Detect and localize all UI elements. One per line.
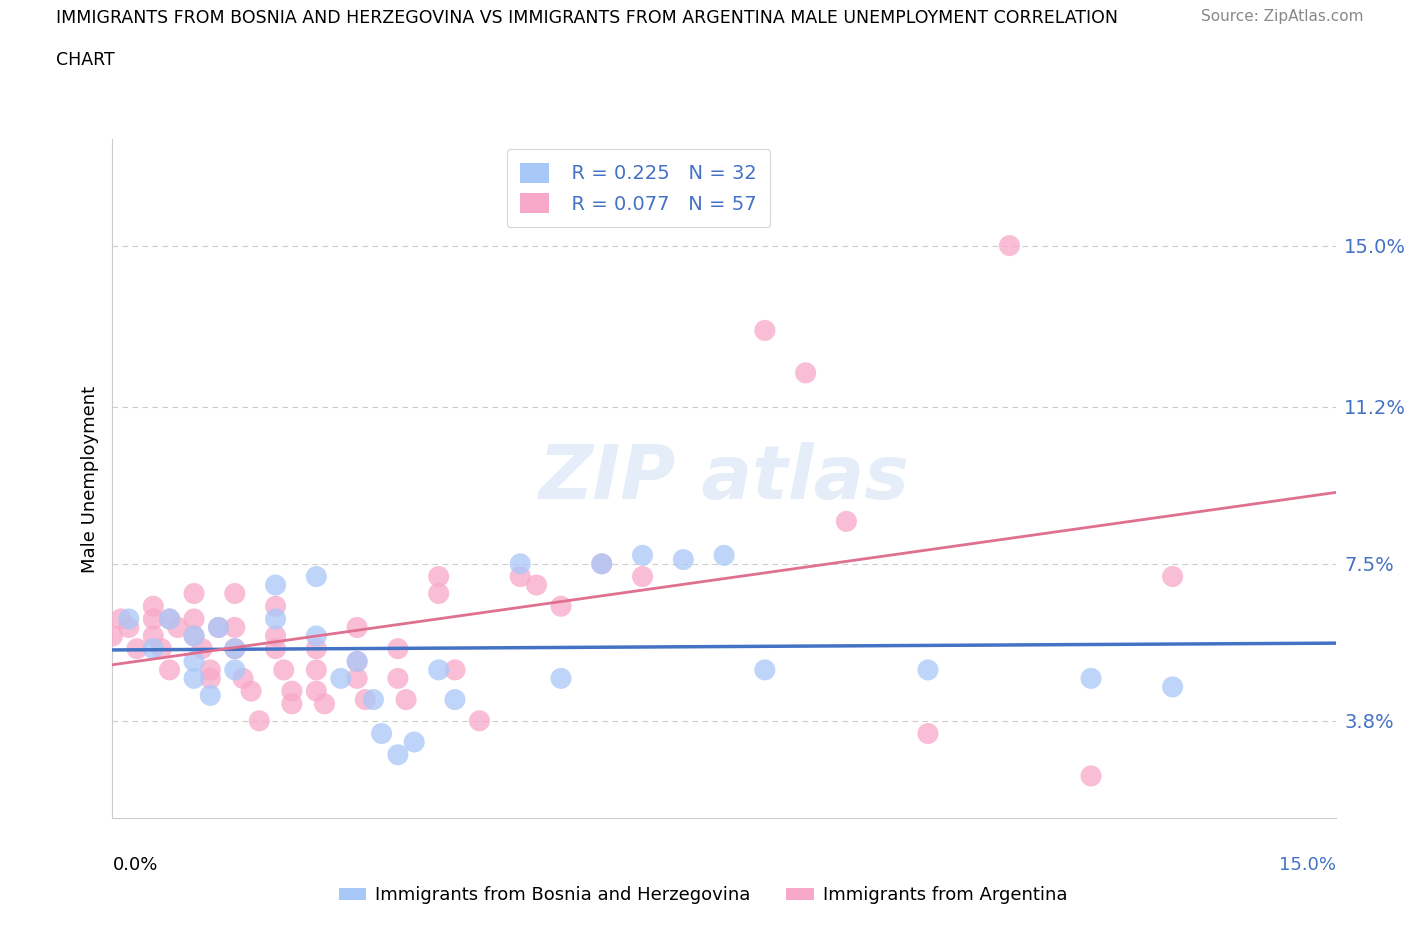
Point [794,365,817,380]
Point [207,620,229,635]
Point [754,662,776,677]
Point [591,556,613,571]
Point [118,612,141,627]
Point [917,662,939,677]
Point [224,642,246,657]
Point [166,620,188,635]
Point [150,642,173,657]
Point [427,569,450,584]
Point [329,671,352,685]
Point [305,684,328,698]
Point [354,692,377,707]
Point [526,578,548,592]
Point [183,612,205,627]
Point [1161,569,1184,584]
Point [363,692,385,707]
Point [387,748,409,763]
Point [247,713,270,728]
Point [346,654,368,669]
Point [110,612,132,627]
Text: CHART: CHART [56,51,115,69]
Point [754,323,776,338]
Point [118,620,141,635]
Point [835,514,858,529]
Point [264,642,287,657]
Point [370,726,392,741]
Point [159,612,181,627]
Point [264,612,287,627]
Point [591,556,613,571]
Point [224,620,246,635]
Text: ZIP atlas: ZIP atlas [538,443,910,515]
Point [183,586,205,601]
Point [159,612,181,627]
Text: 0.0%: 0.0% [112,856,157,873]
Point [101,629,124,644]
Point [142,642,165,657]
Point [281,697,304,711]
Point [264,578,287,592]
Point [346,671,368,685]
Text: 15.0%: 15.0% [1278,856,1336,873]
Point [240,684,263,698]
Point [509,556,531,571]
Point [224,586,246,601]
Point [387,671,409,685]
Point [550,671,572,685]
Point [232,671,254,685]
Point [672,552,695,567]
Point [550,599,572,614]
Point [404,735,426,750]
Point [468,713,491,728]
Point [191,642,214,657]
Point [387,642,409,657]
Point [159,662,181,677]
Point [998,238,1021,253]
Point [273,662,295,677]
Point [183,629,205,644]
Point [224,642,246,657]
Point [631,548,654,563]
Point [183,629,205,644]
Point [1080,671,1102,685]
Point [305,569,328,584]
Point [142,599,165,614]
Point [427,586,450,601]
Point [305,642,328,657]
Point [200,662,222,677]
Point [264,599,287,614]
Text: Source: ZipAtlas.com: Source: ZipAtlas.com [1201,9,1364,24]
Point [200,688,222,703]
Point [224,662,246,677]
Point [305,662,328,677]
Point [444,662,467,677]
Legend:   R = 0.225   N = 32,   R = 0.077   N = 57: R = 0.225 N = 32, R = 0.077 N = 57 [506,149,770,227]
Point [281,684,304,698]
Point [183,671,205,685]
Point [917,726,939,741]
Text: IMMIGRANTS FROM BOSNIA AND HERZEGOVINA VS IMMIGRANTS FROM ARGENTINA MALE UNEMPLO: IMMIGRANTS FROM BOSNIA AND HERZEGOVINA V… [56,9,1118,27]
Point [1080,768,1102,783]
Point [395,692,418,707]
Point [444,692,467,707]
Y-axis label: Male Unemployment: Male Unemployment [80,385,98,573]
Point [200,671,222,685]
Point [125,642,148,657]
Point [142,612,165,627]
Point [305,629,328,644]
Point [1161,680,1184,695]
Point [509,569,531,584]
Legend: Immigrants from Bosnia and Herzegovina, Immigrants from Argentina: Immigrants from Bosnia and Herzegovina, … [332,879,1074,911]
Point [207,620,229,635]
Point [314,697,336,711]
Point [713,548,735,563]
Point [427,662,450,677]
Point [346,620,368,635]
Point [346,654,368,669]
Point [631,569,654,584]
Point [183,654,205,669]
Point [264,629,287,644]
Point [142,629,165,644]
